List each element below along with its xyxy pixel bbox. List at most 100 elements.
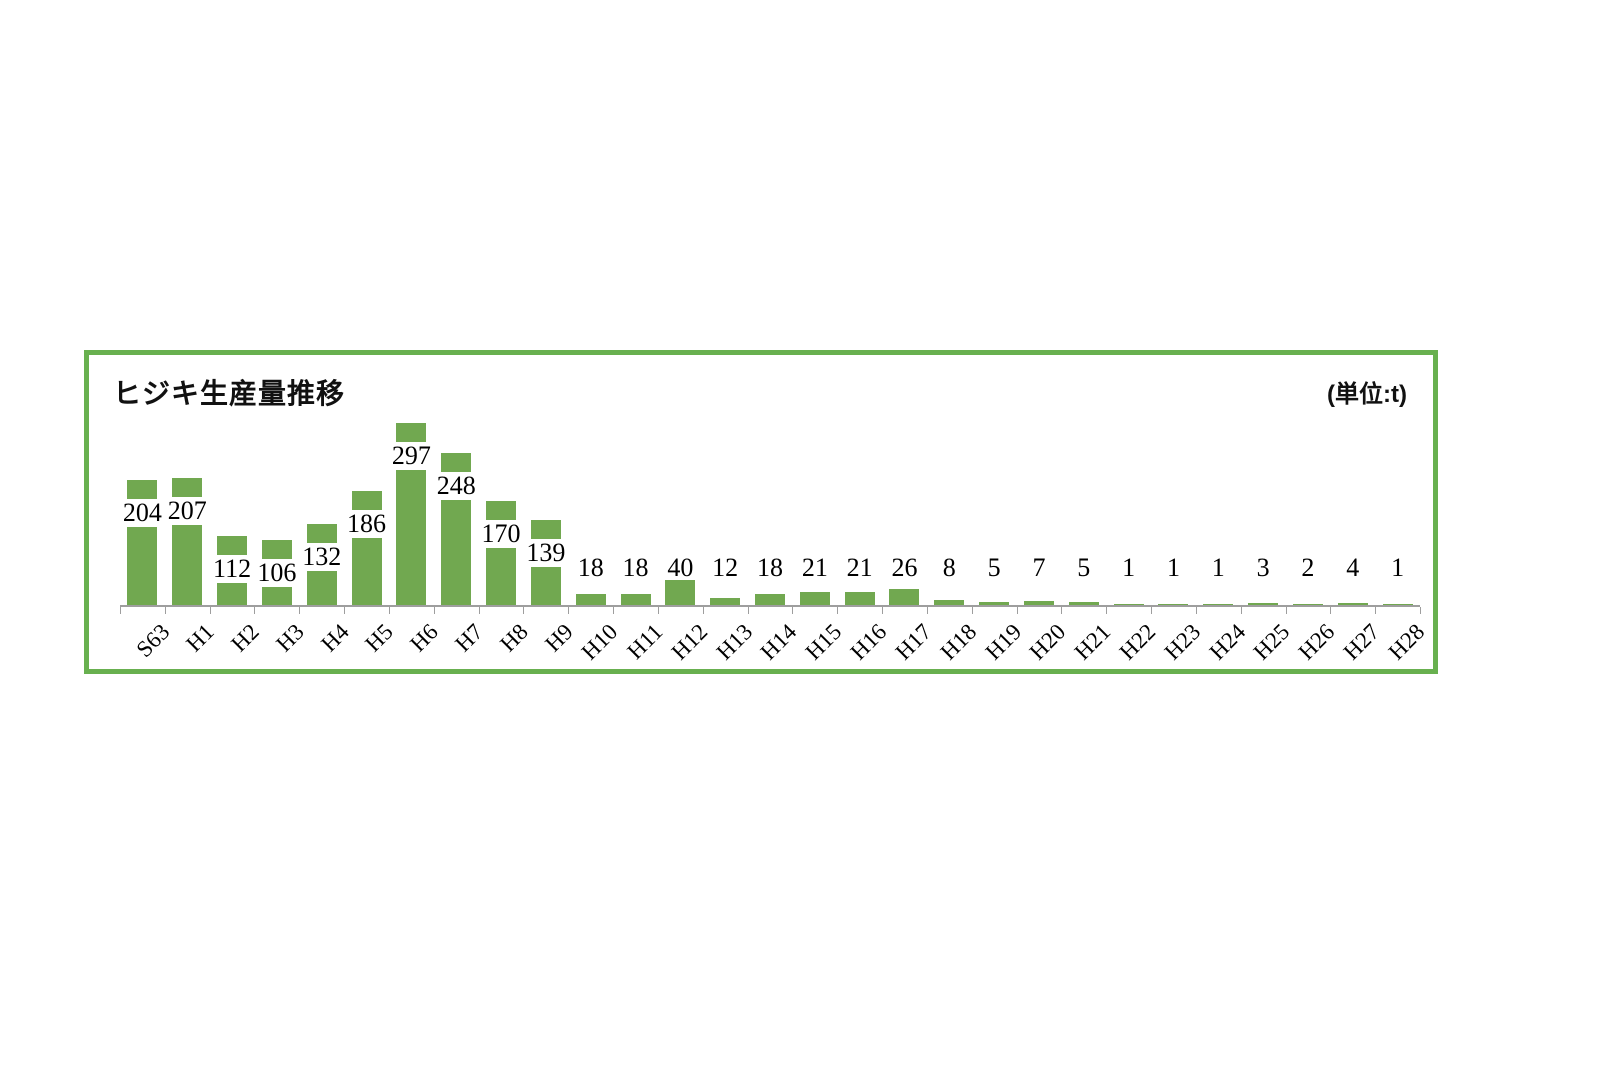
x-tick-label-S63: S63 (131, 619, 175, 662)
tick-mark (1061, 607, 1063, 614)
x-tick-label-H10: H10 (576, 619, 623, 665)
value-label-H27: 4 (1346, 553, 1360, 582)
tick-mark (1016, 607, 1018, 614)
x-tick-label-H1: H1 (181, 619, 219, 657)
x-tick-label-H4: H4 (315, 619, 354, 657)
value-label-H13: 12 (712, 553, 739, 582)
x-tick-label-H17: H17 (890, 619, 937, 665)
tick-mark (568, 607, 570, 614)
unit-label: (単位:t) (1327, 381, 1407, 408)
bar-H10 (575, 593, 606, 605)
bar-H19 (979, 601, 1010, 605)
value-label-H25: 3 (1256, 553, 1270, 582)
value-label-H12: 40 (667, 553, 694, 582)
value-label-H21: 5 (1077, 553, 1091, 582)
x-tick-label-H26: H26 (1293, 619, 1340, 665)
x-tick-label-H20: H20 (1024, 619, 1071, 665)
plot-area: 204 207 112 106 132 186 297 248 170 139 18 18 40 12 18… (120, 355, 1421, 614)
x-tick-label-H5: H5 (360, 619, 399, 657)
bar-H14 (755, 593, 785, 605)
bar-H27 (1337, 602, 1368, 605)
tick-mark (164, 607, 166, 614)
tick-mark (837, 607, 839, 614)
bar-H16 (844, 592, 875, 605)
value-label-H3: 106 (255, 558, 299, 588)
x-tick-label-H23: H23 (1159, 619, 1206, 665)
value-label-H20: 7 (1032, 553, 1046, 582)
x-axis-labels: S63 H1 H2 H3 H4 H5 H6 H7 H8 H9 H10 H11 H12 H13 H14 H15 H… (120, 607, 1429, 674)
bar-H25 (1248, 603, 1279, 605)
value-label-H8: 170 (479, 518, 523, 548)
bar-H15 (799, 592, 830, 605)
x-tick-label-H11: H11 (622, 619, 668, 665)
value-label-H2: 112 (211, 554, 254, 584)
x-tick-label-H3: H3 (271, 619, 309, 657)
value-label-H15: 21 (801, 553, 828, 582)
value-label-H28: 1 (1391, 553, 1405, 582)
bar-H28 (1382, 604, 1413, 605)
x-tick-label-H27: H27 (1338, 619, 1385, 665)
x-tick-label-H16: H16 (845, 619, 892, 665)
value-label-S63: 204 (120, 497, 164, 527)
tick-mark (613, 607, 615, 614)
tick-mark (882, 607, 884, 614)
value-label-H16: 21 (846, 553, 873, 582)
bar-H22 (1113, 604, 1144, 605)
tick-mark (926, 607, 928, 614)
tick-mark (747, 607, 749, 614)
tick-mark (523, 607, 525, 614)
value-label-H17: 26 (891, 553, 918, 582)
x-tick-label-H18: H18 (935, 619, 981, 665)
tick-mark (971, 607, 973, 614)
bar-H26 (1292, 603, 1323, 605)
tick-mark (344, 607, 346, 614)
tick-mark (1330, 607, 1332, 614)
value-label-H26: 2 (1301, 553, 1315, 582)
x-tick-label-H15: H15 (800, 619, 847, 665)
value-label-H18: 8 (942, 553, 956, 582)
value-label-H10: 18 (577, 553, 604, 582)
value-label-H11: 18 (622, 553, 649, 582)
bar-H12 (665, 580, 696, 605)
tick-mark (702, 607, 704, 614)
tick-mark (478, 607, 480, 614)
tick-mark (1151, 607, 1153, 614)
value-label-H24: 1 (1211, 553, 1225, 582)
chart-title: ヒジキ生産量推移 (113, 378, 346, 409)
value-label-H22: 1 (1122, 553, 1136, 582)
tick-mark (657, 607, 659, 614)
tick-mark (299, 607, 301, 614)
bar-H8 (486, 500, 517, 605)
tick-mark (1420, 607, 1421, 614)
x-tick-label-H14: H14 (755, 619, 802, 665)
value-label-H7: 248 (434, 470, 478, 500)
tick-mark (1106, 607, 1108, 614)
value-label-H6: 297 (389, 440, 433, 470)
value-label-H5: 186 (345, 508, 389, 538)
bar-H17 (889, 589, 920, 605)
bar-H23 (1158, 604, 1189, 605)
tick-mark (1240, 607, 1242, 614)
x-tick-label-H7: H7 (450, 619, 488, 657)
x-tick-label-H19: H19 (980, 619, 1026, 665)
x-tick-label-H6: H6 (405, 619, 444, 657)
bar-H24 (1203, 604, 1234, 605)
x-tick-label-H28: H28 (1383, 619, 1430, 665)
x-tick-label-H8: H8 (495, 619, 533, 657)
tick-mark (120, 607, 121, 614)
x-tick-label-H12: H12 (666, 619, 713, 665)
x-tick-label-H22: H22 (1114, 619, 1161, 665)
tick-mark (792, 607, 794, 614)
x-tick-label-H21: H21 (1069, 619, 1116, 665)
x-tick-label-H2: H2 (226, 619, 264, 657)
x-tick-label-H13: H13 (711, 619, 757, 665)
bar-H13 (710, 597, 741, 605)
tick-mark (1285, 607, 1287, 614)
tick-mark (388, 607, 390, 614)
tick-mark (1195, 607, 1197, 614)
bar-H20 (1023, 600, 1054, 605)
tick-mark (1375, 607, 1377, 614)
value-label-H14: 18 (757, 553, 783, 582)
value-label-H1: 207 (165, 496, 209, 526)
value-label-H23: 1 (1166, 553, 1180, 582)
